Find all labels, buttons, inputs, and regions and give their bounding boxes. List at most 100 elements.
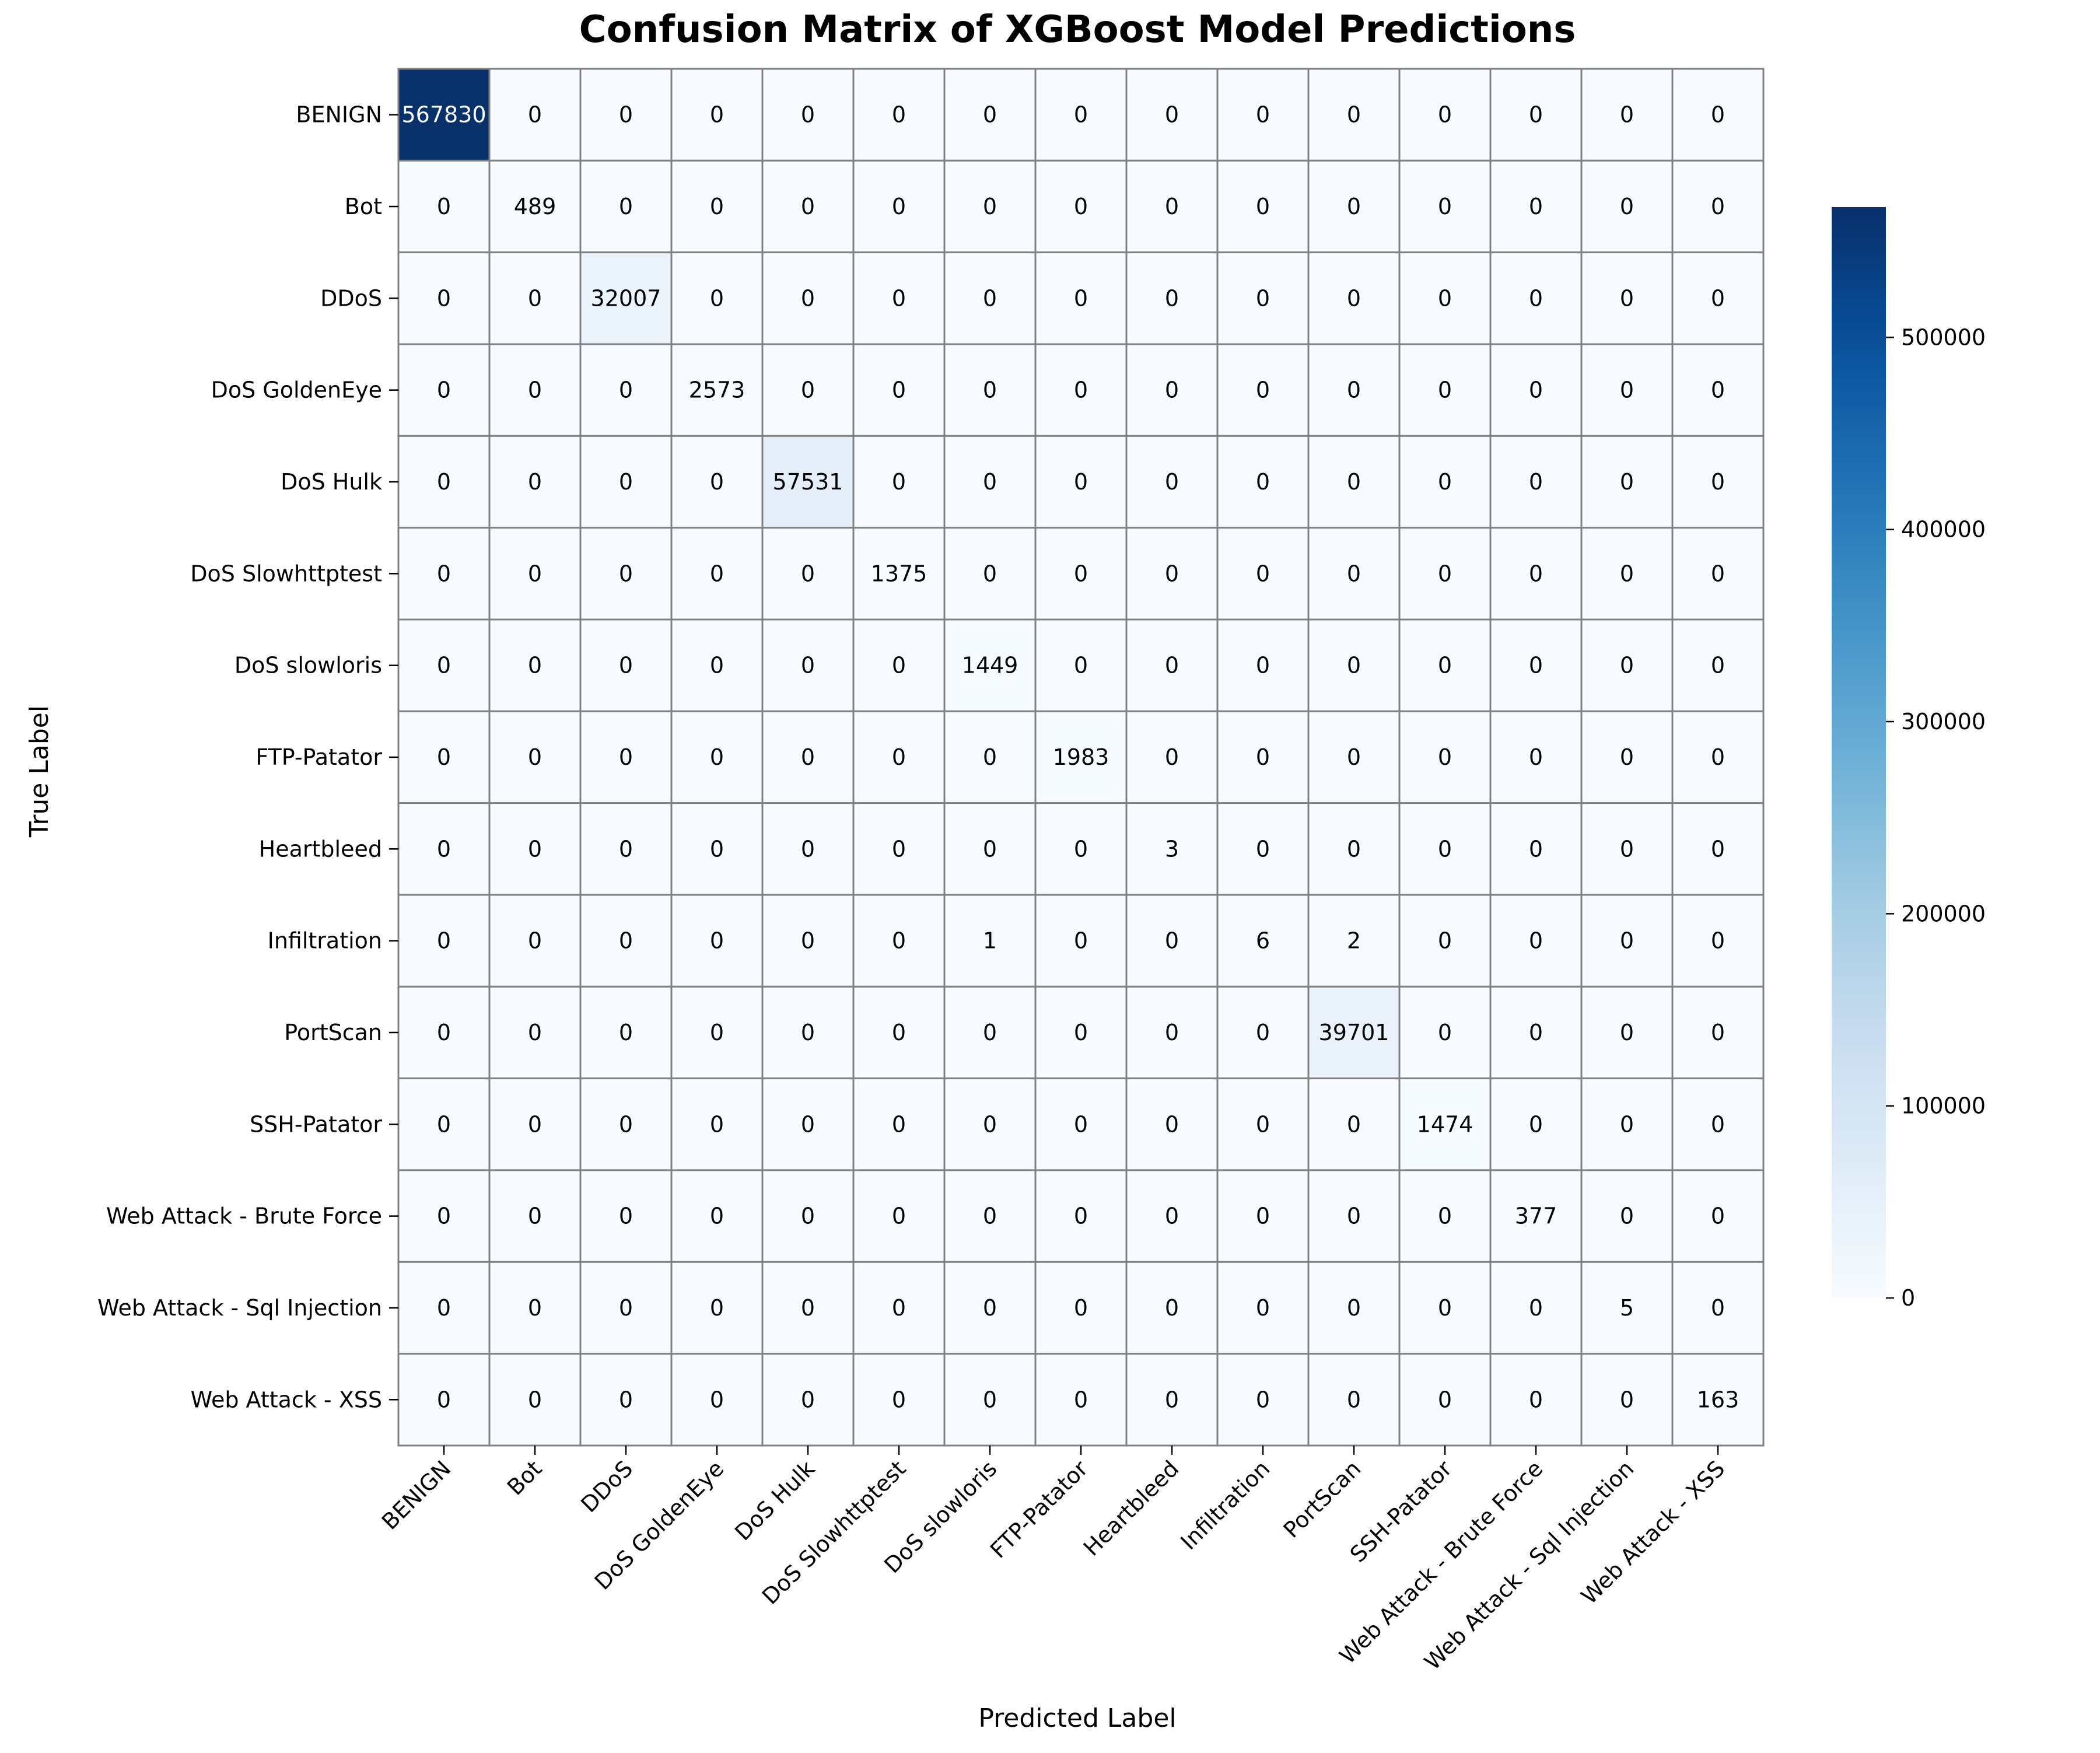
heatmap-cell (488, 618, 582, 712)
cell-value-label: 0 (437, 1387, 451, 1412)
heatmap-cell (1580, 251, 1674, 345)
heatmap-cell (1216, 618, 1310, 712)
heatmap-cell (488, 343, 582, 437)
heatmap-cell (1489, 435, 1583, 529)
cell-value-label: 0 (619, 836, 633, 862)
heatmap-cell (1034, 251, 1128, 345)
cell-value-label: 0 (1529, 1387, 1543, 1412)
heatmap-cell (1580, 1169, 1674, 1263)
heatmap-cell (943, 343, 1037, 437)
y-tick-label-heartbleed: Heartbleed (259, 836, 382, 862)
cell-value-label: 0 (437, 285, 451, 311)
cell-value-label: 0 (710, 1020, 724, 1045)
cell-value-label: 0 (1256, 1203, 1270, 1229)
heatmap-cell (943, 802, 1037, 896)
cell-value-label: 0 (1620, 102, 1634, 128)
cell-value-label: 0 (710, 102, 724, 128)
cell-value-label: 0 (1620, 1387, 1634, 1412)
cell-value-label: 0 (528, 836, 542, 862)
cell-value-label: 0 (619, 1020, 633, 1045)
cell-value-label: 0 (1074, 1111, 1088, 1137)
cell-value-label: 0 (983, 1111, 997, 1137)
cell-value-label: 0 (1074, 928, 1088, 954)
heatmap-cell (488, 802, 582, 896)
y-tick-label-ftp-patator: FTP-Patator (256, 744, 382, 770)
cell-value-label: 0 (1711, 1020, 1725, 1045)
heatmap-cell (579, 1077, 673, 1171)
heatmap-cell (1307, 618, 1401, 712)
cell-value-label: 0 (1711, 285, 1725, 311)
y-tick-label-bot: Bot (345, 194, 382, 219)
heatmap-cell (1034, 618, 1128, 712)
heatmap-cell (1580, 1077, 1674, 1171)
heatmap-cell (1671, 527, 1765, 621)
cell-value-label: 0 (983, 102, 997, 128)
cell-value-label: 0 (437, 1111, 451, 1137)
cell-value-label: 489 (514, 194, 556, 219)
cell-value-label: 0 (619, 377, 633, 403)
heatmap-cell (1034, 710, 1128, 804)
heatmap-cell (1671, 1169, 1765, 1263)
cell-value-label: 0 (1620, 1203, 1634, 1229)
cell-value-label: 0 (1529, 1111, 1543, 1137)
heatmap-cell (1671, 435, 1765, 529)
heatmap-cell (761, 802, 855, 896)
heatmap-cell (488, 1169, 582, 1263)
heatmap-cell (1307, 985, 1401, 1080)
cell-value-label: 0 (528, 469, 542, 495)
cell-value-label: 0 (1711, 836, 1725, 862)
heatmap-cell (943, 1261, 1037, 1355)
cell-value-label: 0 (1711, 1203, 1725, 1229)
cell-value-label: 1 (983, 928, 997, 954)
heatmap-cell (1580, 618, 1674, 712)
heatmap-cell (670, 1261, 764, 1355)
cell-value-label: 0 (1165, 1111, 1179, 1137)
cell-value-label: 0 (1256, 653, 1270, 678)
cell-value-label: 0 (437, 1203, 451, 1229)
heatmap-cell (397, 894, 491, 988)
cell-value-label: 0 (983, 1387, 997, 1412)
cell-value-label: 0 (892, 1111, 906, 1137)
cell-value-label: 0 (437, 836, 451, 862)
cell-value-label: 0 (1347, 561, 1361, 586)
heatmap-cell (852, 159, 946, 254)
cell-value-label: 0 (892, 1295, 906, 1321)
heatmap-cell (579, 68, 673, 162)
heatmap-cell (488, 68, 582, 162)
cell-value-label: 0 (1711, 102, 1725, 128)
cell-value-label: 0 (983, 836, 997, 862)
heatmap-cell (852, 1261, 946, 1355)
cell-value-label: 0 (1529, 469, 1543, 495)
cell-value-label: 0 (619, 928, 633, 954)
cell-value-label: 0 (983, 561, 997, 586)
heatmap-cell (397, 985, 491, 1080)
cell-value-label: 0 (892, 836, 906, 862)
cell-value-label: 0 (528, 653, 542, 678)
colorbar-tick-label: 200000 (1901, 901, 1986, 926)
heatmap-cell (670, 527, 764, 621)
cell-value-label: 0 (710, 1387, 724, 1412)
heatmap-cell (1671, 894, 1765, 988)
cell-value-label: 0 (892, 194, 906, 219)
cell-value-label: 0 (1620, 744, 1634, 770)
heatmap-cell (579, 435, 673, 529)
heatmap-cell (1580, 1261, 1674, 1355)
cell-value-label: 0 (1165, 377, 1179, 403)
colorbar-tick-label: 400000 (1901, 517, 1986, 543)
heatmap-cell (1398, 527, 1492, 621)
heatmap-cell (1307, 894, 1401, 988)
cell-value-label: 0 (1529, 744, 1543, 770)
cell-value-label: 0 (1620, 1111, 1634, 1137)
heatmap-cell (1489, 894, 1583, 988)
heatmap-cell (1671, 618, 1765, 712)
cell-value-label: 0 (1074, 1020, 1088, 1045)
heatmap-cell (1398, 1261, 1492, 1355)
cell-value-label: 0 (1620, 285, 1634, 311)
heatmap-cell (670, 435, 764, 529)
cell-value-label: 0 (892, 653, 906, 678)
cell-value-label: 0 (983, 285, 997, 311)
y-tick-label-dos-goldeneye: DoS GoldenEye (211, 377, 382, 403)
heatmap-cell (1307, 159, 1401, 254)
cell-value-label: 0 (892, 469, 906, 495)
